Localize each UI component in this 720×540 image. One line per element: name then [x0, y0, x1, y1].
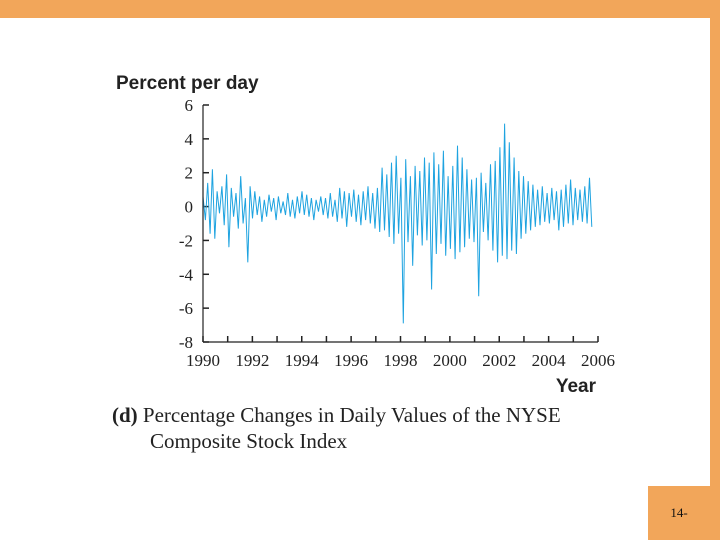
right-accent-bar [710, 0, 720, 540]
y-tick-label: -4 [179, 265, 194, 284]
y-tick-label: 6 [185, 96, 194, 115]
y-tick-label: -2 [179, 231, 193, 250]
y-tick-label: 4 [185, 130, 194, 149]
caption-line-1: Percentage Changes in Daily Values of th… [142, 403, 561, 427]
data-series-line [202, 123, 593, 324]
x-tick-label: 1992 [235, 351, 269, 370]
y-tick-label: -6 [179, 299, 193, 318]
page-number: 14- [670, 505, 688, 520]
x-tick-label: 1998 [384, 351, 418, 370]
top-accent-bar [0, 0, 720, 18]
page-number-box: 14- [648, 486, 710, 540]
x-tick-label: 1994 [285, 351, 320, 370]
x-tick-label: 2002 [482, 351, 516, 370]
y-tick-label: -8 [179, 333, 193, 352]
x-axis-title: Year [556, 376, 597, 397]
figure-caption: (d) Percentage Changes in Daily Values o… [112, 402, 652, 454]
x-tick-label: 2006 [581, 351, 615, 370]
x-tick-label: 1990 [186, 351, 220, 370]
y-tick-label: 2 [185, 164, 194, 183]
y-tick-label: 0 [185, 198, 194, 217]
x-tick-label: 2000 [433, 351, 467, 370]
caption-line-2: Composite Stock Index [150, 429, 348, 453]
caption-label: (d) [112, 403, 138, 427]
y-axis-title: Percent per day [116, 73, 259, 94]
x-tick-label: 2004 [532, 351, 567, 370]
x-tick-label: 1996 [334, 351, 368, 370]
